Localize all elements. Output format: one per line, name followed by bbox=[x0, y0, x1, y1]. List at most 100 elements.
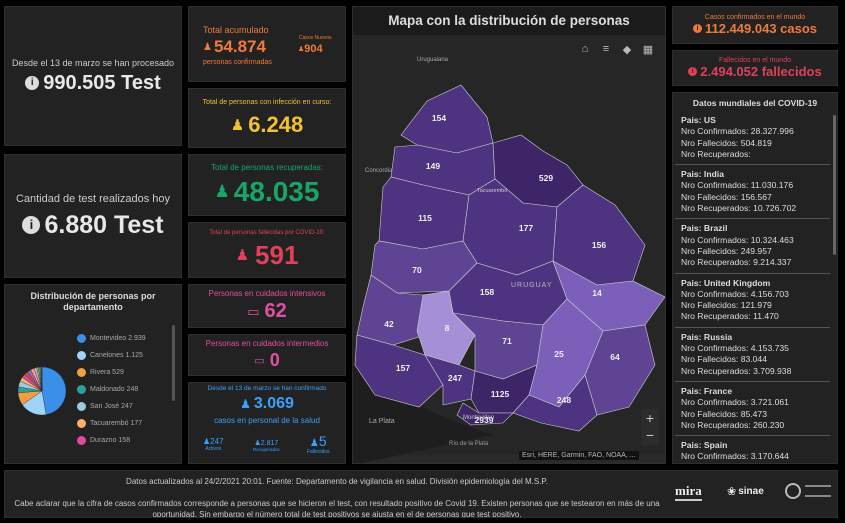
world-deaths-label: Fallecidos en el mundo bbox=[719, 57, 791, 64]
department-colonia[interactable] bbox=[354, 334, 444, 408]
person-icon: ♟ bbox=[235, 247, 250, 264]
country-entry[interactable]: Pais: France Nro Confirmados: 3.721.061 Nr… bbox=[675, 382, 830, 437]
staff-recovered-label: Recuperados bbox=[253, 447, 280, 452]
zoom-in-button[interactable]: + bbox=[641, 409, 659, 427]
map-title: Mapa con la distribución de personas bbox=[388, 13, 630, 28]
country-list-scrollbar[interactable] bbox=[833, 115, 836, 255]
tests-today-label: Cantidad de test realizados hoy bbox=[15, 192, 171, 205]
person-icon: ♟ bbox=[230, 116, 245, 134]
deaths-label: Total de personas fallecidas por COVID-1… bbox=[209, 229, 325, 236]
sinae-logo-text: sinae bbox=[738, 486, 764, 497]
department-value-label: 154 bbox=[432, 113, 446, 123]
department-value-label: 8 bbox=[445, 323, 450, 333]
world-confirmed-label: Casos confirmados en el mundo bbox=[704, 14, 806, 21]
department-value-label: 158 bbox=[480, 287, 494, 297]
home-icon[interactable]: ⌂ bbox=[581, 43, 589, 55]
place-rio-de-la-plata: Río de la Plata bbox=[449, 441, 489, 447]
legend-scrollbar[interactable] bbox=[172, 325, 175, 401]
active-label: Total de personas con infección en curso… bbox=[202, 98, 332, 106]
legend-label: Tacuarembó 177 bbox=[90, 420, 143, 427]
total-value: 54.874 bbox=[213, 37, 266, 56]
basemap-grid-icon[interactable]: ▦ bbox=[642, 43, 654, 56]
country-confirmados: Nro Confirmados: 10.324.463 bbox=[681, 234, 794, 245]
intermediate-value: 0 bbox=[269, 350, 280, 370]
place-uruguaiana: Uruguaiana bbox=[417, 57, 449, 63]
active-panel: Total de personas con infección en curso… bbox=[188, 88, 346, 148]
active-value: 6.248 bbox=[248, 111, 304, 137]
country-list[interactable]: Pais: US Nro Confirmados: 28.327.996 Nro F… bbox=[675, 111, 830, 463]
legend-label: Canelones 1.125 bbox=[90, 352, 143, 359]
country-recuperados: Nro Recuperados: 260.230 bbox=[681, 419, 785, 430]
person-icon: ♟ bbox=[214, 181, 230, 201]
pie-slice[interactable] bbox=[41, 366, 67, 415]
uruguay-map[interactable]: 154 149 529 115 177 156 70 158 14 42 8 71 25 64 157 247… bbox=[353, 35, 666, 464]
country-pais: Pais: Russia bbox=[681, 331, 733, 342]
bed-icon: ▭ bbox=[254, 355, 265, 367]
legend-label: Rivera 529 bbox=[90, 369, 124, 376]
zoom-out-button[interactable]: − bbox=[641, 427, 659, 445]
country-entry[interactable]: Pais: US Nro Confirmados: 28.327.996 Nro F… bbox=[675, 111, 830, 166]
department-value-label: 42 bbox=[384, 319, 394, 329]
department-value-label: 177 bbox=[519, 223, 533, 233]
legend-swatch bbox=[77, 402, 86, 411]
department-value-label: 248 bbox=[557, 395, 571, 405]
country-entry[interactable]: Pais: India Nro Confirmados: 11.030.176 Nr… bbox=[675, 165, 830, 220]
country-fallecidos: Nro Fallecidos: 504.819 bbox=[681, 137, 772, 148]
person-icon: ♟ bbox=[203, 41, 212, 53]
health-staff-label: Desde el 13 de marzo se han confirmado bbox=[207, 385, 327, 392]
country-recuperados: Nro Recuperados: bbox=[681, 148, 751, 159]
legend-swatch bbox=[77, 436, 86, 445]
legend-label: Durazno 158 bbox=[90, 437, 131, 444]
department-maldonado[interactable] bbox=[512, 374, 598, 432]
country-recuperados: Nro Recuperados: 3.709.938 bbox=[681, 365, 792, 376]
staff-recovered-value: 2.817 bbox=[260, 440, 279, 447]
country-fallecidos: Nro Fallecidos: 156.567 bbox=[681, 191, 772, 202]
country-pais: Pais: Brazil bbox=[681, 223, 728, 234]
world-list-panel: Datos mundiales del COVID-19 Pais: US Nro… bbox=[672, 92, 838, 464]
department-flores[interactable] bbox=[416, 290, 476, 366]
legend-swatch bbox=[77, 385, 86, 394]
mira-logo: mira bbox=[675, 483, 702, 501]
country-entry[interactable]: Pais: Brazil Nro Confirmados: 10.324.463 N… bbox=[675, 219, 830, 274]
sinae-logo: ❀ sinae bbox=[727, 485, 764, 498]
recovered-panel: Total de personas recuperadas: ♟ 48.035 bbox=[188, 154, 346, 216]
country-fallecidos: Nro Fallecidos: 85.473 bbox=[681, 408, 767, 419]
department-polygons[interactable] bbox=[354, 84, 665, 432]
department-value-label: 247 bbox=[448, 373, 462, 383]
health-staff-panel: Desde el 13 de marzo se han confirmado ♟… bbox=[188, 382, 346, 464]
map-panel[interactable]: Mapa con la distribución de personas 154… bbox=[352, 6, 666, 464]
person-icon: ♟ bbox=[254, 440, 261, 447]
place-concordia: Concordia bbox=[365, 168, 393, 174]
footer-panel: Datos actualizados al 24/2/2021 20:01. F… bbox=[4, 470, 838, 518]
country-confirmados: Nro Confirmados: 4.153.735 bbox=[681, 343, 789, 354]
world-deaths-value: 2.494.052 fallecidos bbox=[700, 64, 822, 79]
person-icon: ♟ bbox=[309, 438, 319, 449]
country-entry[interactable]: Pais: United Kingdom Nro Confirmados: 4.1… bbox=[675, 274, 830, 328]
department-value-label: 1125 bbox=[491, 389, 510, 399]
country-recuperados: Nro Recuperados: 9.214.337 bbox=[681, 257, 792, 268]
department-value-label: 149 bbox=[426, 161, 440, 171]
legend-swatch bbox=[77, 334, 86, 343]
legend-item: Maldonado 248 bbox=[77, 381, 177, 398]
legend-item: San José 247 bbox=[77, 398, 177, 415]
sinae-emblem-icon: ❀ bbox=[727, 486, 737, 498]
world-deaths-panel: Fallecidos en el mundo i 2.494.052 falle… bbox=[672, 50, 838, 86]
legend-label: Montevideo 2.939 bbox=[90, 335, 146, 342]
list-icon[interactable]: ≡ bbox=[602, 43, 610, 55]
info-icon: i bbox=[22, 216, 41, 234]
country-confirmados: Nro Confirmados: 3.170.644 bbox=[681, 451, 789, 462]
icu-label: Personas en cuidados intensivos bbox=[208, 289, 326, 298]
country-fallecidos: Nro Fallecidos: 121.979 bbox=[681, 300, 772, 311]
icu-panel: Personas en cuidados intensivos ▭ 62 bbox=[188, 284, 346, 328]
department-montevideo[interactable] bbox=[456, 402, 514, 426]
country-recuperados: Nro Recuperados: 10.726.702 bbox=[681, 203, 797, 214]
total-accumulated-panel: Total acumulado ♟ 54.874 personas confir… bbox=[188, 6, 346, 82]
country-entry[interactable]: Pais: Russia Nro Confirmados: 4.153.735 Nr… bbox=[675, 328, 830, 382]
health-staff-sub: casos en personal de la salud bbox=[214, 416, 320, 425]
layers-icon[interactable]: ◆ bbox=[622, 43, 632, 56]
tests-processed-panel: Desde el 13 de marzo se han procesado i … bbox=[4, 6, 182, 146]
footer-updated: Datos actualizados al 24/2/2021 20:01. F… bbox=[126, 477, 548, 486]
place-montevideo: Montevideo bbox=[463, 415, 495, 421]
world-list-title: Datos mundiales del COVID-19 bbox=[692, 98, 818, 108]
